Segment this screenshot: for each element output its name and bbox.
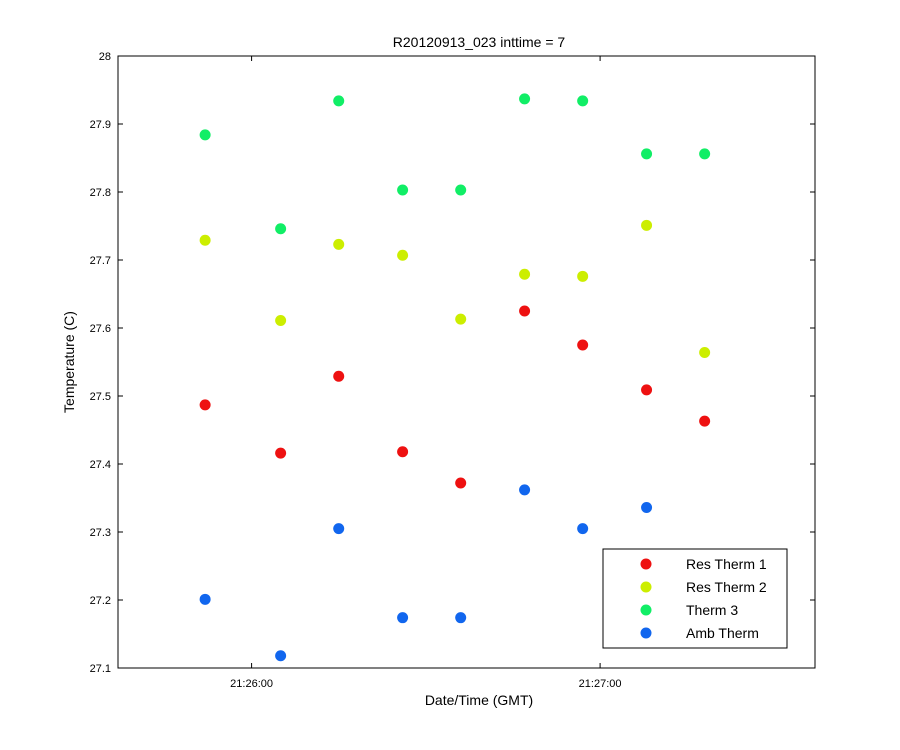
legend-marker-therm-3	[640, 604, 652, 616]
point-res-therm-2	[519, 268, 531, 280]
point-res-therm-1	[699, 415, 711, 427]
point-res-therm-1	[519, 305, 531, 317]
y-axis: 27.1 27.2 27.3 27.4 27.5 27.6 27.7 27.8 27.9 28	[90, 51, 815, 675]
y-tick-label: 27.6	[90, 323, 111, 335]
point-res-therm-1	[397, 446, 409, 458]
point-res-therm-2	[199, 234, 211, 246]
point-res-therm-1	[577, 339, 589, 351]
y-tick-label: 27.3	[90, 527, 111, 539]
point-therm-3	[275, 223, 287, 235]
point-res-therm-2	[333, 238, 345, 250]
point-therm-3	[577, 95, 589, 107]
point-amb-therm	[333, 523, 345, 535]
point-therm-3	[519, 93, 531, 105]
point-therm-3	[333, 95, 345, 107]
point-res-therm-1	[333, 370, 345, 382]
point-res-therm-2	[641, 219, 653, 231]
y-tick-label: 27.5	[90, 391, 111, 403]
y-tick-label: 27.7	[90, 255, 111, 267]
x-tick-label: 21:27:00	[579, 678, 622, 690]
point-res-therm-2	[699, 346, 711, 358]
legend-label-therm-3: Therm 3	[686, 602, 738, 618]
x-axis-title: Date/Time (GMT)	[425, 692, 533, 708]
point-therm-3	[397, 184, 409, 196]
point-res-therm-1	[455, 477, 467, 489]
legend-label-res-therm-2: Res Therm 2	[686, 579, 767, 595]
data-points	[199, 93, 711, 662]
point-amb-therm	[519, 484, 531, 496]
point-res-therm-2	[275, 315, 287, 327]
point-res-therm-2	[455, 313, 467, 325]
point-therm-3	[199, 129, 211, 141]
point-amb-therm	[641, 502, 653, 514]
point-amb-therm	[275, 650, 287, 662]
point-amb-therm	[199, 593, 211, 605]
legend-marker-amb-therm	[640, 627, 652, 639]
y-tick-label: 28	[99, 51, 111, 63]
y-tick-label: 27.9	[90, 119, 111, 131]
y-axis-title: Temperature (C)	[61, 311, 77, 413]
x-axis: 21:26:00 21:27:00	[230, 56, 622, 690]
point-amb-therm	[577, 523, 589, 535]
point-res-therm-1	[275, 447, 287, 459]
point-res-therm-2	[397, 249, 409, 261]
chart-title: R20120913_023 inttime = 7	[393, 34, 566, 50]
point-res-therm-1	[199, 399, 211, 411]
legend-label-amb-therm: Amb Therm	[686, 625, 759, 641]
point-res-therm-1	[641, 384, 653, 396]
y-tick-label: 27.1	[90, 663, 111, 675]
point-amb-therm	[455, 612, 467, 624]
point-res-therm-2	[577, 270, 589, 282]
point-therm-3	[641, 148, 653, 160]
legend-marker-res-therm-1	[640, 558, 652, 570]
x-tick-label: 21:26:00	[230, 678, 273, 690]
legend: Res Therm 1 Res Therm 2 Therm 3 Amb Therm	[602, 548, 788, 649]
legend-box	[602, 548, 788, 649]
point-amb-therm	[397, 612, 409, 624]
y-tick-label: 27.2	[90, 595, 111, 607]
legend-label-res-therm-1: Res Therm 1	[686, 556, 767, 572]
legend-marker-res-therm-2	[640, 581, 652, 593]
y-tick-label: 27.4	[90, 459, 111, 471]
point-therm-3	[699, 148, 711, 160]
y-tick-label: 27.8	[90, 187, 111, 199]
point-therm-3	[455, 184, 467, 196]
